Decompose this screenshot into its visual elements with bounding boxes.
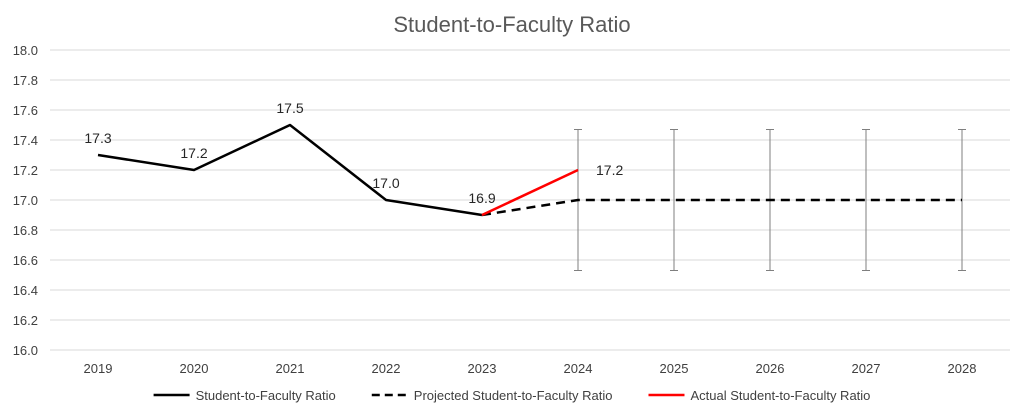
y-tick-label: 17.6 bbox=[13, 103, 38, 118]
y-tick-label: 17.8 bbox=[13, 73, 38, 88]
x-tick-label: 2024 bbox=[564, 361, 593, 376]
x-axis-ticks: 2019 2020 2021 2022 2023 2024 2025 2026 2027 2028 bbox=[84, 361, 977, 376]
data-label: 16.9 bbox=[468, 190, 495, 206]
series-lines bbox=[97, 123, 962, 217]
legend-item: Student-to-Faculty Ratio bbox=[153, 388, 336, 403]
y-tick-label: 18.0 bbox=[13, 43, 38, 58]
chart-title: Student-to-Faculty Ratio bbox=[393, 12, 630, 37]
gridlines bbox=[50, 49, 1010, 351]
series-line-1 bbox=[481, 198, 962, 217]
y-tick-label: 16.4 bbox=[13, 283, 38, 298]
x-tick-label: 2019 bbox=[84, 361, 113, 376]
series-line-2 bbox=[481, 168, 579, 217]
x-tick-label: 2028 bbox=[948, 361, 977, 376]
y-tick-label: 17.0 bbox=[13, 193, 38, 208]
x-tick-label: 2026 bbox=[756, 361, 785, 376]
x-tick-label: 2025 bbox=[660, 361, 689, 376]
y-tick-label: 16.2 bbox=[13, 313, 38, 328]
x-tick-label: 2027 bbox=[852, 361, 881, 376]
x-tick-label: 2020 bbox=[180, 361, 209, 376]
data-label: 17.0 bbox=[372, 175, 399, 191]
y-axis-ticks: 16.0 16.2 16.4 16.6 16.8 17.0 17.2 17.4 17.6 17.8… bbox=[13, 43, 38, 358]
x-tick-label: 2023 bbox=[468, 361, 497, 376]
legend-label: Student-to-Faculty Ratio bbox=[196, 388, 336, 403]
legend: Student-to-Faculty Ratio Projected Studen… bbox=[153, 388, 870, 403]
legend-item: Projected Student-to-Faculty Ratio bbox=[371, 388, 613, 403]
x-tick-label: 2022 bbox=[372, 361, 401, 376]
data-label: 17.2 bbox=[180, 145, 207, 161]
y-tick-label: 17.2 bbox=[13, 163, 38, 178]
series-line-0 bbox=[97, 123, 483, 217]
legend-label: Projected Student-to-Faculty Ratio bbox=[414, 388, 613, 403]
y-tick-label: 16.8 bbox=[13, 223, 38, 238]
y-tick-label: 16.6 bbox=[13, 253, 38, 268]
legend-item: Actual Student-to-Faculty Ratio bbox=[648, 388, 870, 403]
y-tick-label: 16.0 bbox=[13, 343, 38, 358]
data-label: 17.3 bbox=[84, 130, 111, 146]
data-label: 17.2 bbox=[596, 162, 623, 178]
data-label: 17.5 bbox=[276, 100, 303, 116]
y-tick-label: 17.4 bbox=[13, 133, 38, 148]
x-tick-label: 2021 bbox=[276, 361, 305, 376]
data-labels: 17.3 17.2 17.5 17.0 16.9 17.2 bbox=[84, 100, 623, 206]
legend-label: Actual Student-to-Faculty Ratio bbox=[690, 388, 870, 403]
